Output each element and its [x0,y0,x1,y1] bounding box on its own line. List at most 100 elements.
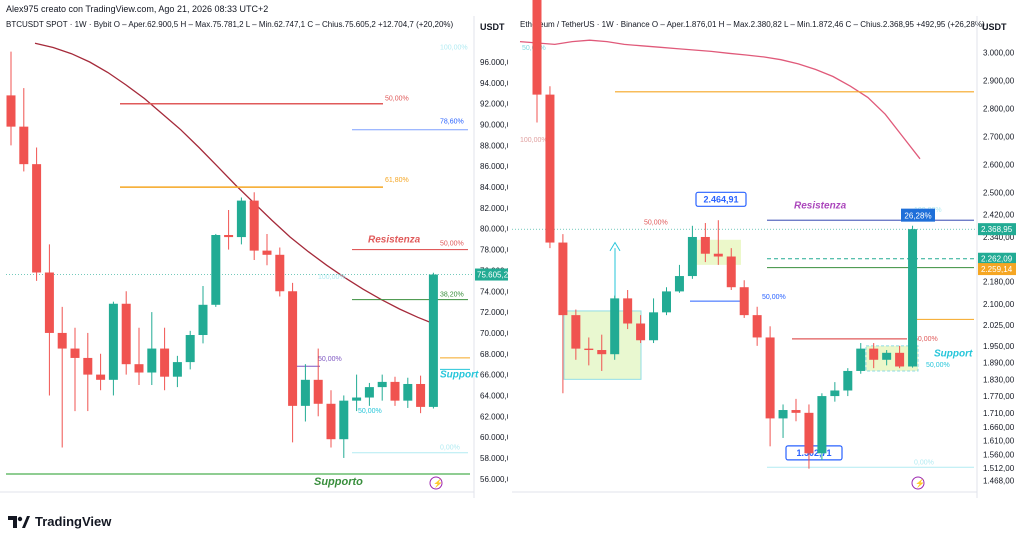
eth-chart-panel[interactable]: Ethereum / TetherUS · 1W · Binance O – A… [512,0,1024,500]
undefined-candle-body [765,337,775,419]
undefined-y-tick-label: 96.000,0 [480,58,508,67]
undefined-candle-body [134,364,144,373]
undefined-y-tick-label: 66.000,0 [480,371,508,380]
eth-chart-svg[interactable]: 3.000,00 2.900,00 2.800,00 2.700,00 2.600,00… [512,0,1024,500]
btc-support-label: Support [440,370,479,381]
undefined-candle-body [843,370,853,391]
undefined-candle-body [300,379,310,406]
undefined-candle-body [856,348,866,371]
undefined-y-tick-label: 80.000,0 [480,225,508,234]
undefined-candle-body [817,396,827,454]
undefined-y-tick-label: 2.700,00 [983,132,1015,141]
undefined-candle-body [610,298,620,355]
undefined-y-tick-label: 68.000,0 [480,350,508,359]
eth-price-badge-b [978,263,1016,276]
eth-callout-high-text: 2.464,91 [703,194,738,204]
undefined-y-tick-label: 1.512,00 [983,464,1015,473]
btc-fib-label: 50,00% [358,408,382,415]
undefined-y-tick-label: 2.100,00 [983,300,1015,309]
undefined-moving-average-line [34,42,437,326]
undefined-candle-body [571,315,581,349]
eth-pct-badge-text: 26,28% [904,212,931,221]
undefined-y-tick-label: 2.420,00 [983,211,1015,220]
undefined-candle-body [121,303,131,365]
undefined-candle-body [558,242,568,316]
btc-fib-label: 50,00% [318,356,342,363]
btc-fib-label: 100,00% [440,45,468,52]
btc-chart-panel[interactable]: BTCUSDT SPOT · 1W · Bybit O – Aper.62.90… [0,0,508,500]
undefined-y-tick-label: 94.000,0 [480,79,508,88]
undefined-candle-body [908,229,918,367]
undefined-candle-body [288,291,298,406]
undefined-y-tick-label: 1.770,00 [983,392,1015,401]
undefined-candle-body [649,312,659,341]
btc-supporto-label: Supporto [314,476,363,488]
btc-chart-svg[interactable]: 96.000,0 94.000,0 92.000,0 90.000,0 88.000,0… [0,0,508,500]
undefined-y-tick-label: 78.000,0 [480,246,508,255]
undefined-candle-body [597,350,607,355]
undefined-y-tick-label: 84.000,0 [480,183,508,192]
undefined-y-tick-label: 70.000,0 [480,329,508,338]
undefined-candle-body [275,254,285,292]
eth-price-badge-a-text: 2.262,09 [981,255,1013,264]
undefined-y-tick-label: 1.610,00 [983,437,1015,446]
undefined-candle-body [96,374,106,380]
undefined-moving-average-line [519,39,921,160]
btc-fib-label: 38,20% [440,291,464,298]
undefined-y-tick-label: 62.000,0 [480,412,508,421]
eth-callout-low-text: 1.502,71 [796,448,831,458]
undefined-y-tick-label: 58.000,0 [480,454,508,463]
eth-price-badge-now-text: 2.368,95 [981,225,1013,234]
undefined-candle-body [19,126,29,165]
btc-fib-label: 0,00% [440,445,460,452]
undefined-y-tick-label: 90.000,0 [480,121,508,130]
undefined-y-tick-label: 1.710,00 [983,409,1015,418]
undefined-candle-body [390,381,400,401]
undefined-candle-body [713,253,723,257]
undefined-candle-body [313,379,323,404]
undefined-y-tick-label: 92.000,0 [480,100,508,109]
eth-up-arrow-head [609,241,621,252]
undefined-candle-body [532,0,542,95]
undefined-candle-body [830,390,840,397]
undefined-candle-body [364,387,374,398]
undefined-y-tick-label: 82.000,0 [480,204,508,213]
tradingview-brand[interactable]: TradingView [8,514,111,529]
undefined-y-tick-label: 1.468,00 [983,476,1015,485]
eth-callout-low-box [785,445,843,461]
undefined-candle-body [198,304,208,336]
undefined-candle-body [636,323,646,341]
undefined-candle-body [211,234,221,305]
btc-fib-label: 61,80% [385,177,409,184]
undefined-candle-body [262,250,272,255]
eth-fib-label: 50,00% [914,336,938,343]
btc-current-price-text: 75.605,2 [477,271,508,280]
undefined-candle-body [172,362,182,377]
tradingview-brand-name: TradingView [35,514,112,529]
undefined-y-tick-label: 88.000,0 [480,141,508,150]
undefined-candle-body [32,164,42,273]
btc-info-line: BTCUSDT SPOT · 1W · Bybit O – Aper.62.90… [6,20,454,29]
btc-current-price-badge [475,268,508,281]
eth-fib-label: 50,00% [926,362,950,369]
btc-fib-label: 78,60% [440,119,464,126]
eth-price-badge-a [978,252,1016,265]
eth-price-badge-b-text: 2.259,14 [981,265,1013,274]
eth-pct-badge [901,208,935,222]
undefined-candle-body [791,410,801,413]
undefined-candle-body [623,298,633,324]
undefined-candle-body [339,400,349,440]
header-text: Alex975 creato con TradingView.com, Ago … [6,4,269,14]
btc-event-lightning-icon [429,476,443,490]
undefined-candle-body [185,335,195,363]
undefined-candle-body [44,272,54,333]
undefined-y-tick-label: 72.000,0 [480,308,508,317]
undefined-y-tick-label: 2.600,00 [983,160,1015,169]
undefined-candle-body [700,236,710,254]
undefined-y-tick-label: 86.000,0 [480,162,508,171]
eth-event-lightning-icon [911,476,925,490]
undefined-candle-body [882,352,892,360]
undefined-candle-body [739,287,749,316]
eth-fib-label: 50,00% [644,219,668,226]
undefined-candle-body [416,383,426,407]
